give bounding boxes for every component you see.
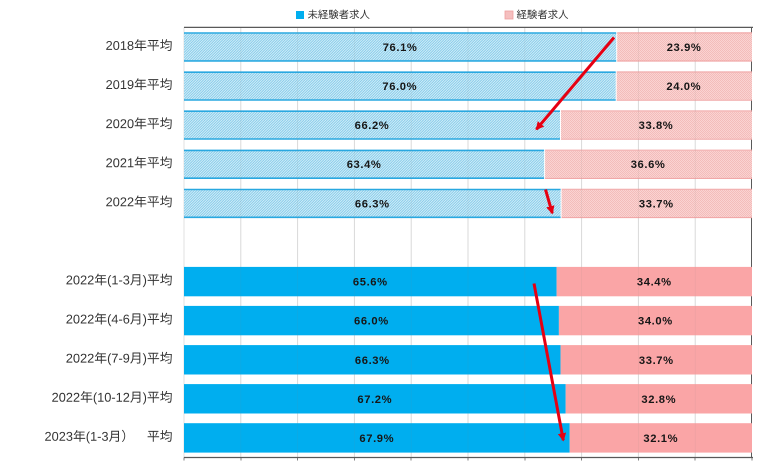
svg-text:36.6%: 36.6% [631,159,666,171]
svg-text:76.0%: 76.0% [382,81,417,93]
svg-text:66.3%: 66.3% [355,198,390,210]
svg-text:23.9%: 23.9% [667,42,702,54]
svg-text:67.9%: 67.9% [359,433,394,445]
svg-text:32.8%: 32.8% [641,394,676,406]
svg-text:33.7%: 33.7% [639,355,674,367]
svg-text:33.7%: 33.7% [639,198,674,210]
svg-text:76.1%: 76.1% [383,42,418,54]
svg-text:33.8%: 33.8% [639,120,674,132]
svg-text:34.4%: 34.4% [637,277,672,289]
svg-text:65.6%: 65.6% [353,277,388,289]
svg-text:66.2%: 66.2% [355,120,390,132]
svg-text:66.0%: 66.0% [354,316,389,328]
svg-text:24.0%: 24.0% [666,81,701,93]
svg-text:32.1%: 32.1% [643,433,678,445]
svg-text:63.4%: 63.4% [347,159,382,171]
svg-text:66.3%: 66.3% [355,355,390,367]
svg-text:34.0%: 34.0% [638,316,673,328]
svg-text:67.2%: 67.2% [357,394,392,406]
